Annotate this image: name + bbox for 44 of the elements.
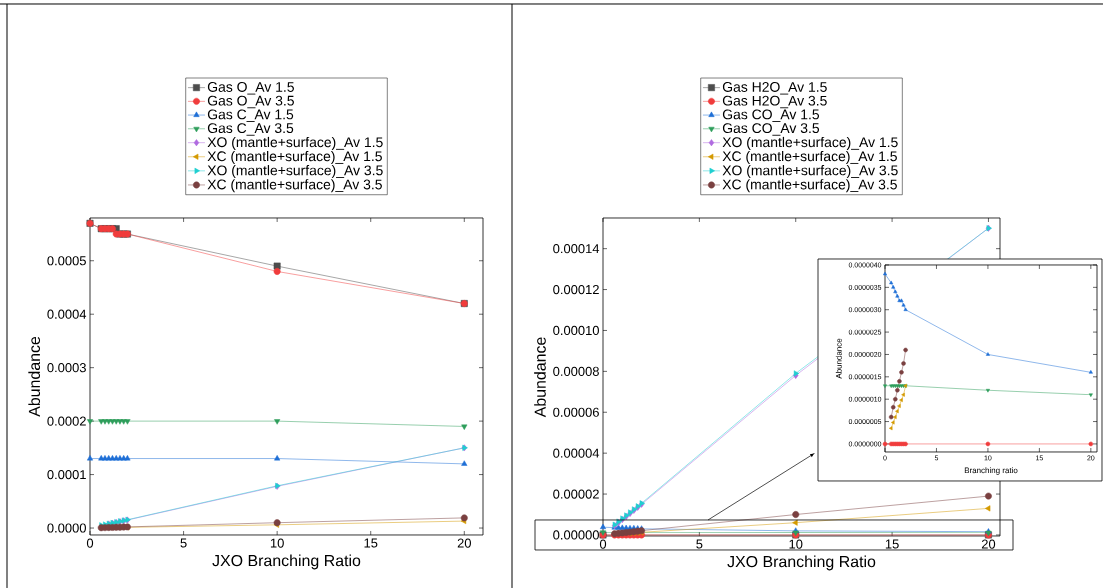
y-tick-label: 0.00014	[553, 244, 600, 254]
legend-label: XC (mantle+surface)_Av 3.5	[207, 179, 382, 193]
legend-label: XO (mantle+surface)_Av 3.5	[207, 165, 383, 179]
legend-label: XC (mantle+surface)_Av 1.5	[722, 150, 897, 164]
x-tick-label: 5	[696, 539, 703, 549]
legend-label: XO (mantle+surface)_Av 1.5	[207, 136, 383, 150]
x-tick-label: 10	[270, 538, 284, 548]
x-tick-label: 15	[885, 539, 899, 549]
legend-label: XO (mantle+surface)_Av 3.5	[722, 165, 898, 179]
x-tick-label: 0	[86, 538, 94, 548]
legend-label: Gas C_Av 3.5	[207, 123, 294, 136]
legend-label: XC (mantle+surface)_Av 1.5	[207, 150, 382, 164]
y-tick-label: 0.00010	[553, 325, 599, 336]
x-axis-title: JXO Branching Ratio	[212, 554, 361, 570]
y-tick-label: 0.0004	[47, 309, 87, 319]
y-tick-label: 0.0003	[47, 363, 86, 373]
x-tick-label: 10	[789, 539, 803, 549]
x-tick-label: 0	[599, 539, 607, 549]
legend-label: Gas O_Av 3.5	[207, 95, 294, 109]
legend-label: Gas CO_Av 3.5	[722, 123, 820, 136]
y-tick-label: 0.00000	[553, 530, 599, 540]
x-axis-title: JXO Branching Ratio	[727, 555, 876, 571]
y-tick-label: 0.0002	[47, 416, 86, 426]
legend-label: Gas O_Av 1.5	[207, 82, 294, 95]
legend-label: Gas H2O_Av 3.5	[722, 95, 827, 109]
legend-label: Gas CO_Av 1.5	[722, 109, 820, 122]
y-tick-label: 0.00006	[553, 407, 599, 417]
x-tick-label: 20	[981, 539, 996, 549]
legend-label: XC (mantle+surface)_Av 3.5	[722, 179, 897, 193]
legend-label: XO (mantle+surface)_Av 1.5	[722, 136, 898, 150]
y-tick-label: 0.0005	[47, 256, 86, 266]
y-tick-label: 0.0000	[47, 523, 86, 533]
y-tick-label: 0.00004	[553, 448, 600, 458]
y-tick-label: 0.0001	[47, 469, 86, 480]
legend-label: Gas C_Av 1.5	[207, 109, 294, 122]
x-tick-label: 15	[364, 538, 378, 548]
x-tick-label: 5	[180, 538, 187, 548]
y-axis-title: Abundance	[28, 336, 41, 417]
x-tick-label: 20	[457, 538, 471, 548]
y-tick-label: 0.00002	[553, 489, 599, 499]
y-axis-title: Abundance	[534, 337, 546, 418]
y-tick-label: 0.00012	[553, 284, 599, 295]
legend-label: Gas H2O_Av 1.5	[722, 82, 827, 95]
y-tick-label: 0.00008	[553, 366, 599, 376]
